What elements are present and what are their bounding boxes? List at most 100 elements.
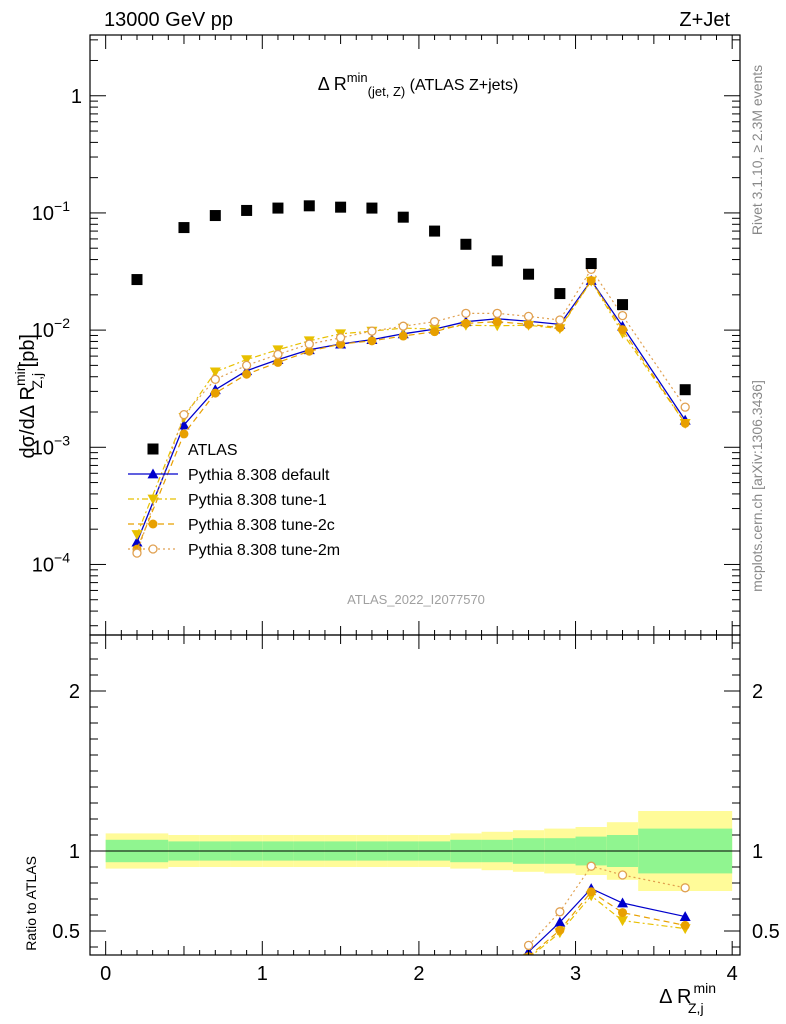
ratio-y-tick-label-right: 0.5 xyxy=(752,921,780,943)
data-point xyxy=(586,276,596,286)
data-point xyxy=(585,258,597,270)
x-axis-label-sub: Z,j xyxy=(688,1000,704,1016)
data-point xyxy=(524,319,534,329)
data-point xyxy=(335,201,347,213)
legend-marker xyxy=(148,544,158,554)
ratio-series-line xyxy=(529,890,686,955)
data-point xyxy=(523,268,535,280)
data-point xyxy=(367,326,377,336)
data-point xyxy=(209,367,221,378)
data-point xyxy=(178,419,190,430)
ratio-uncertainty-bands xyxy=(90,811,740,891)
y-tick-label: 10−3 xyxy=(32,432,70,459)
data-point xyxy=(179,409,189,420)
y-tick-label: 10−4 xyxy=(32,549,70,576)
legend-marker xyxy=(147,468,159,479)
data-point xyxy=(492,317,502,327)
mcplots-side-label: mcplots.cern.ch [arXiv:1306.3436] xyxy=(749,380,765,592)
data-point xyxy=(179,429,189,439)
x-axis-label-text: Δ R xyxy=(659,986,691,1008)
plot-title-sub: (jet, Z) xyxy=(368,84,406,99)
series-line xyxy=(136,268,686,554)
y-tick-label: 10−2 xyxy=(32,315,70,342)
data-point xyxy=(618,325,628,335)
data-point xyxy=(242,369,252,379)
energy-label: 13000 GeV pp xyxy=(104,9,233,31)
data-point xyxy=(680,418,690,428)
data-point xyxy=(273,349,283,360)
x-axis-label-sup: min xyxy=(693,980,716,996)
y-tick-label: 1 xyxy=(71,86,82,108)
data-point xyxy=(241,360,252,371)
data-point xyxy=(272,202,284,214)
x-tick-label: 4 xyxy=(727,963,738,985)
data-point xyxy=(617,299,629,311)
data-point xyxy=(335,333,346,343)
ratio-y-tick-label: 2 xyxy=(69,681,80,703)
ratio-data-point xyxy=(680,883,690,893)
data-point xyxy=(555,315,565,325)
ratio-panel-frame xyxy=(89,634,741,956)
data-point xyxy=(398,321,408,331)
data-point xyxy=(210,388,220,398)
legend-marker xyxy=(147,443,159,455)
data-point xyxy=(429,317,440,327)
plot-title-tail: (ATLAS Z+jets) xyxy=(405,77,518,94)
ratio-data-point xyxy=(679,911,691,921)
ratio-data-point xyxy=(618,908,628,918)
ratio-data-point xyxy=(617,897,629,908)
legend: ATLAS Pythia 8.308 default Pythia 8.308 tu… xyxy=(128,442,340,559)
ratio-y-axis-label: Ratio to ATLAS xyxy=(23,856,39,951)
legend-entry-label: Pythia 8.308 tune-2c xyxy=(188,517,335,534)
data-point xyxy=(491,255,503,267)
ratio-series-line xyxy=(528,887,686,953)
data-point xyxy=(679,384,691,396)
plot-title: Δ Rmin(jet, Z) (ATLAS Z+jets) xyxy=(318,70,519,99)
data-point xyxy=(210,374,220,384)
data-point xyxy=(241,204,253,216)
data-point xyxy=(461,318,471,328)
axis-ticks: 0 1 2 3 4 10−4 10−3 10−2 10−1 1 0.5 0.5 1 1 2 2 xyxy=(32,35,780,985)
data-point xyxy=(367,336,377,346)
data-point xyxy=(554,288,566,300)
main-y-axis-label: dσ/dΔ RminZ,j [pb] xyxy=(12,334,45,458)
data-point xyxy=(366,202,378,214)
data-point xyxy=(617,310,628,321)
main-y-axis-label-sub: Z,j xyxy=(29,373,45,389)
data-point xyxy=(398,331,408,341)
ratio-y-tick-label: 0.5 xyxy=(52,921,80,943)
data-point xyxy=(303,200,315,212)
legend-marker xyxy=(148,519,158,529)
data-point xyxy=(555,323,565,333)
ratio-data-point xyxy=(523,940,534,951)
data-point xyxy=(304,339,314,349)
data-point xyxy=(241,355,253,366)
data-point xyxy=(131,274,143,286)
analysis-watermark: ATLAS_2022_I2077570 xyxy=(347,592,485,607)
main-y-axis-label-text: dσ/dΔ R xyxy=(17,386,39,458)
x-tick-label: 2 xyxy=(413,963,424,985)
legend-entry-label: Pythia 8.308 tune-1 xyxy=(188,492,327,509)
legend-entry-label: Pythia 8.308 tune-2m xyxy=(188,542,340,559)
plot-title-main: Δ R xyxy=(318,74,347,94)
main-y-axis-label-unit: [pb] xyxy=(17,334,39,373)
data-point xyxy=(397,211,409,223)
data-point xyxy=(209,210,221,222)
ratio-data-point xyxy=(617,870,628,880)
data-point xyxy=(430,327,440,337)
ratio-y-tick-label-right: 1 xyxy=(752,841,763,863)
main-panel-series xyxy=(131,200,691,558)
data-point xyxy=(273,357,283,367)
data-point xyxy=(461,308,471,318)
data-point xyxy=(492,308,502,318)
main-y-axis-label-sup: min xyxy=(12,363,28,386)
legend-entry-label: ATLAS xyxy=(188,442,238,459)
data-point xyxy=(680,402,690,412)
ratio-data-point xyxy=(617,916,629,927)
ratio-data-point xyxy=(554,916,566,927)
ratio-series-line xyxy=(531,894,686,955)
x-tick-label: 3 xyxy=(570,963,581,985)
data-point xyxy=(131,536,143,547)
